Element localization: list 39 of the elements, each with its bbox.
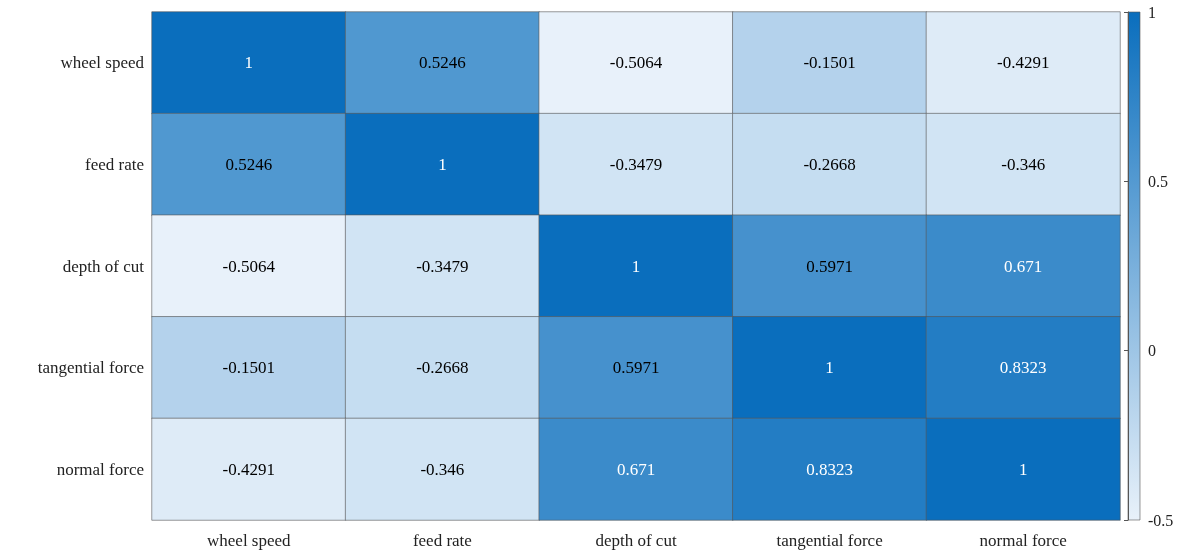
data-label: -0.5064 <box>609 53 663 73</box>
data-label: -0.5064 <box>222 256 276 276</box>
data-label: 0.671 <box>1004 256 1043 276</box>
data-label: 0.5246 <box>225 154 273 174</box>
x-tick-label: feed rate <box>412 531 472 550</box>
data-label: -0.4291 <box>996 53 1050 73</box>
y-tick-label: wheel speed <box>60 53 145 73</box>
data-label: 1 <box>438 154 447 174</box>
y-tick-label: normal force <box>56 459 144 479</box>
color-bar-label: 1 <box>1148 3 1156 21</box>
x-tick-label: wheel speed <box>207 531 292 550</box>
data-label: 1 <box>631 256 641 276</box>
data-label: -0.1501 <box>803 53 856 73</box>
data-label: 0.5971 <box>806 256 853 276</box>
data-label: -0.2668 <box>803 154 856 174</box>
data-label: -0.346 <box>420 459 465 479</box>
data-label: 0.8323 <box>999 358 1047 378</box>
data-label: 0.8323 <box>806 459 853 479</box>
x-tick-label: depth of cut <box>595 531 677 550</box>
data-label: -0.4291 <box>222 459 276 479</box>
color-bar-label: -0.5 <box>1148 511 1174 529</box>
color-bar-label: 0 <box>1148 342 1156 360</box>
color-bar-label: 0.5 <box>1148 172 1168 190</box>
y-tick-label: depth of cut <box>62 256 145 276</box>
data-label: -0.2668 <box>416 358 469 378</box>
data-label: -0.3479 <box>609 154 663 174</box>
data-label: 0.671 <box>616 459 656 479</box>
data-label: 0.5971 <box>612 358 660 378</box>
y-tick-label: feed rate <box>85 154 144 174</box>
data-label: -0.346 <box>1001 154 1046 174</box>
x-tick-label: tangential force <box>776 531 883 550</box>
data-label: -0.3479 <box>416 256 469 276</box>
data-label: -0.1501 <box>222 358 276 378</box>
data-label: 1 <box>825 358 834 378</box>
y-tick-label: tangential force <box>37 358 144 378</box>
data-label: 1 <box>1018 459 1028 479</box>
data-label: 0.5246 <box>419 53 466 73</box>
data-label: 1 <box>244 53 254 73</box>
x-tick-label: normal force <box>979 531 1067 550</box>
